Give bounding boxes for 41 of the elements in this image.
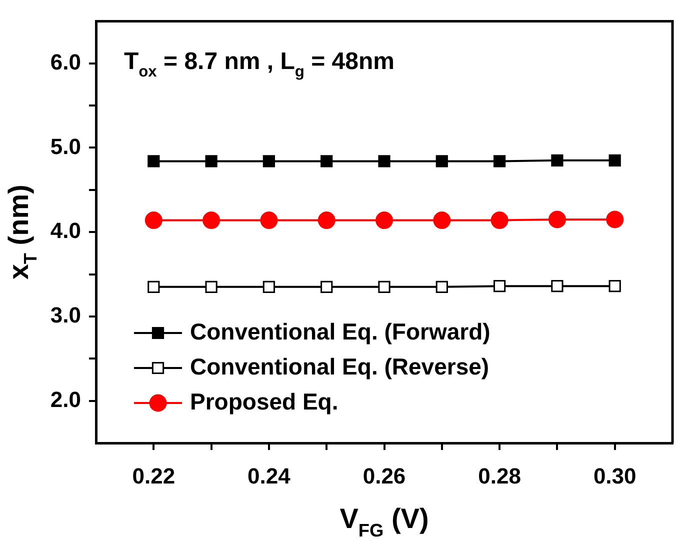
point [320, 280, 333, 293]
point [436, 280, 448, 293]
y-tick-label: 3.0 [50, 302, 81, 328]
legend-label: Conventional Eq. (Reverse) [190, 353, 490, 380]
legend-label: Conventional Eq. (Forward) [190, 318, 490, 344]
point [551, 154, 564, 166]
point [205, 155, 218, 168]
point [144, 212, 162, 230]
x-tick-label: 0.30 [593, 463, 636, 488]
x-tick-label: 0.24 [248, 463, 292, 488]
point [493, 280, 506, 292]
point [436, 155, 448, 168]
point [608, 154, 621, 166]
point [262, 280, 276, 293]
point [202, 212, 220, 230]
point [606, 210, 624, 228]
point [378, 280, 390, 293]
point [148, 280, 160, 293]
point [551, 280, 564, 292]
x-tick-label: 0.22 [132, 463, 176, 488]
y-axis-title: xT (nm) [3, 184, 40, 280]
point [378, 155, 390, 168]
y-tick-label: 6.0 [50, 49, 81, 74]
legend-label: Proposed Eq. [190, 388, 338, 414]
point [262, 155, 276, 168]
point [205, 280, 218, 293]
y-tick-label: 5.0 [50, 134, 81, 159]
point [433, 212, 451, 230]
y-tick-label: 2.0 [50, 386, 81, 412]
point [376, 212, 393, 230]
y-tick-label: 4.0 [50, 218, 81, 244]
point [608, 280, 621, 292]
point [320, 155, 333, 168]
x-tick-label: 0.26 [362, 463, 406, 488]
x-tick-label: 0.28 [478, 463, 521, 488]
point [318, 212, 336, 230]
point [490, 212, 508, 230]
point [260, 212, 278, 230]
point [493, 155, 506, 168]
point [148, 155, 160, 168]
point [548, 210, 566, 228]
